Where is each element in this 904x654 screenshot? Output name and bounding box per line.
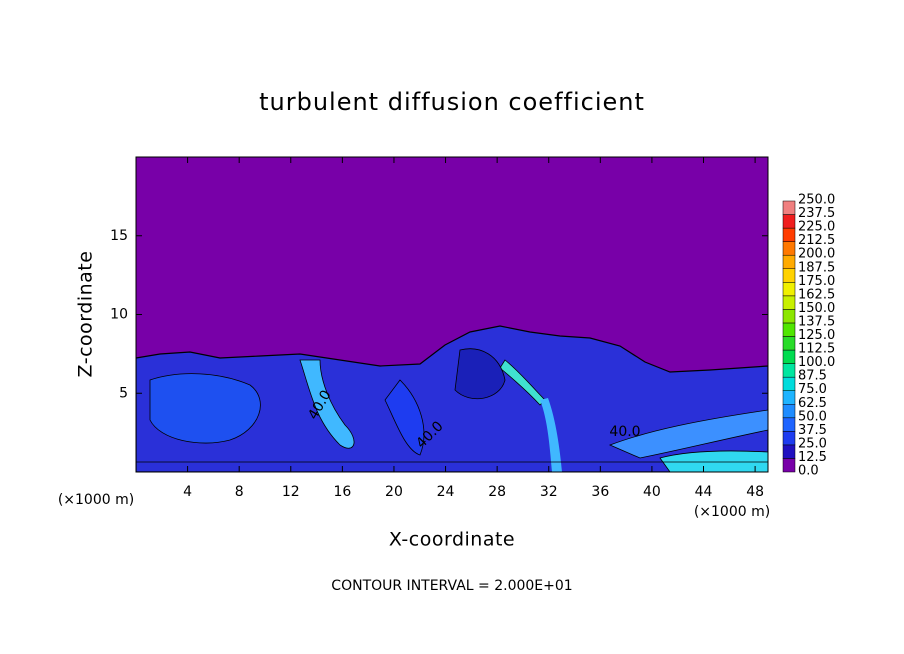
x-tick-label: 12	[282, 484, 300, 500]
colorbar-band	[782, 268, 796, 283]
colorbar-label: 200.0	[798, 247, 835, 262]
colorbar-band	[782, 254, 796, 269]
field-streak	[499, 359, 546, 406]
y-tick-label: 15	[110, 228, 128, 244]
colorbar-band	[782, 200, 796, 215]
colorbar-label: 0.0	[798, 464, 819, 479]
x-unit-label: (×1000 m)	[58, 492, 134, 508]
colorbar-band	[782, 390, 796, 405]
colorbar-band	[782, 336, 796, 351]
x-tick-label: 24	[437, 484, 455, 500]
colorbar-band	[782, 417, 796, 432]
colorbar-band	[782, 404, 796, 419]
colorbar-label: 225.0	[798, 220, 835, 235]
colorbar-band	[782, 227, 796, 242]
colorbar-label: 137.5	[798, 314, 835, 329]
colorbar-label: 237.5	[798, 206, 835, 221]
colorbar-band	[782, 322, 796, 337]
x-unit-label: (×1000 m)	[694, 504, 770, 520]
field-patch	[454, 348, 506, 399]
x-tick-label: 48	[746, 484, 764, 500]
colorbar-band	[782, 241, 796, 256]
x-tick-label: 28	[488, 484, 506, 500]
x-tick-label: 40	[643, 484, 661, 500]
field-patch	[659, 450, 768, 472]
footer: CONTOUR INTERVAL = 2.000E+01	[331, 578, 572, 594]
x-tick-label: 16	[333, 484, 351, 500]
colorbar-label: 37.5	[798, 423, 827, 438]
colorbar-band	[782, 349, 796, 364]
colorbar-band	[782, 214, 796, 229]
field	[136, 157, 768, 472]
colorbar-label: 62.5	[798, 396, 827, 411]
x-tick-label: 44	[695, 484, 713, 500]
x-tick-label: 4	[183, 484, 192, 500]
colorbar-label: 50.0	[798, 409, 827, 424]
colorbar-label: 150.0	[798, 301, 835, 316]
colorbar-label: 112.5	[798, 342, 835, 357]
x-tick-label: 20	[385, 484, 403, 500]
field-streak	[299, 359, 355, 449]
x-axis-label: X-coordinate	[389, 529, 515, 551]
contour-label: 40.0	[609, 424, 640, 440]
colorbar-label: 87.5	[798, 369, 827, 384]
colorbar-label: 162.5	[798, 287, 835, 302]
colorbar-label: 100.0	[798, 355, 835, 370]
field-patch	[384, 379, 425, 456]
x-tick-label: 8	[235, 484, 244, 500]
y-axis-label: Z-coordinate	[75, 251, 97, 378]
colorbar-label: 25.0	[798, 436, 827, 451]
x-tick-label: 36	[591, 484, 609, 500]
colorbar-band	[782, 309, 796, 324]
colorbar-band	[782, 444, 796, 459]
field-streak	[540, 398, 562, 472]
colorbar-label: 212.5	[798, 233, 835, 248]
field-streak	[608, 409, 768, 459]
chart-title: turbulent diffusion coefficient	[259, 88, 645, 116]
colorbar-label: 250.0	[798, 193, 835, 208]
field-patch	[149, 373, 261, 444]
x-tick-label: 32	[540, 484, 558, 500]
colorbar-band	[782, 431, 796, 446]
y-tick-label: 5	[119, 385, 128, 401]
turbulent-region	[136, 325, 768, 472]
colorbar-band	[782, 363, 796, 378]
colorbar-band	[782, 458, 796, 473]
colorbar-band	[782, 295, 796, 310]
colorbar-label: 187.5	[798, 260, 835, 275]
colorbar-label: 12.5	[798, 450, 827, 465]
colorbar-label: 125.0	[798, 328, 835, 343]
colorbar-band	[782, 376, 796, 391]
colorbar-label: 75.0	[798, 382, 827, 397]
y-tick-label: 10	[110, 307, 128, 323]
colorbar-band	[782, 282, 796, 297]
colorbar-label: 175.0	[798, 274, 835, 289]
